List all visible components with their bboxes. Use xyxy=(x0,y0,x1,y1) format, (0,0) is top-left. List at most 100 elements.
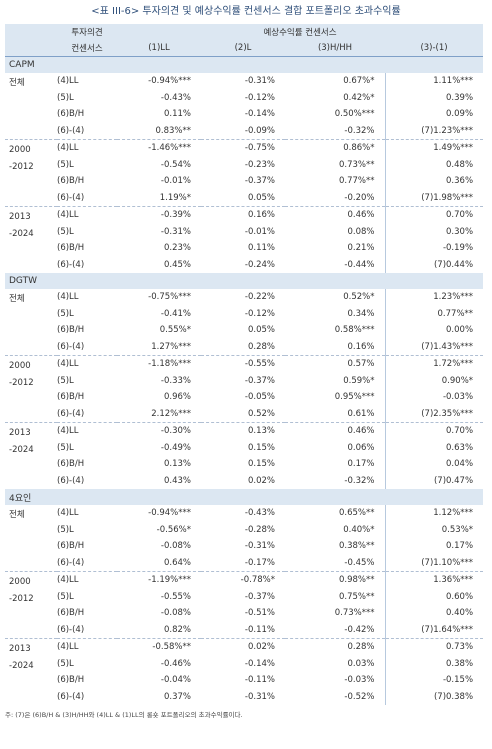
excess-return-cell: -0.01% xyxy=(244,226,275,237)
excess-return-cell: -0.09% xyxy=(244,125,275,136)
table-row: (5)L -0.49% 0.15% 0.06% 0.63% xyxy=(5,439,484,456)
excess-return-cell: -0.31% xyxy=(160,226,191,237)
excess-return-cell: -0.03% xyxy=(384,389,484,406)
excess-return-cell: -0.51% xyxy=(244,608,275,619)
portfolio-label: (6)-(4) xyxy=(57,408,85,419)
portfolio-label: (4)LL xyxy=(57,638,117,656)
excess-return-cell: -0.11% xyxy=(244,624,275,635)
portfolio-label: (5)L xyxy=(57,524,74,535)
table-row: (6)B/H 0.96% -0.05% 0.95%*** -0.03% xyxy=(5,389,484,406)
excess-return-cell: 0.70% xyxy=(384,206,484,224)
excess-return-cell: 0.28% xyxy=(285,638,385,656)
table-row: (5)L -0.46% -0.14% 0.03% 0.38% xyxy=(5,655,484,672)
period-end: -2024 xyxy=(9,444,34,455)
excess-return-cell: -0.37% xyxy=(244,176,275,187)
period-start: 2013 xyxy=(9,212,31,222)
portfolio-label: (4)LL xyxy=(57,206,117,224)
table-note: 주: (7)은 (6)B/H & (3)H/HH와 (4)LL & (1)LL의… xyxy=(5,711,243,719)
table-row: 2000 -2012 (4)LL -1.19%*** -0.78%* 0.98%** 1.3… xyxy=(5,571,484,639)
excess-return-cell: 0.17% xyxy=(384,538,484,555)
table-row: (6)-(4) 0.45% -0.24% -0.44% (7)0.44% xyxy=(5,256,484,273)
excess-return-cell: -1.46%*** xyxy=(117,139,201,157)
col-header: (3)-(1) xyxy=(385,40,484,57)
portfolio-label: (5)L xyxy=(57,442,74,453)
excess-return-cell: -0.28% xyxy=(244,524,275,535)
excess-return-cell: (7)2.35%*** xyxy=(384,405,484,423)
portfolio-label: (5)L xyxy=(57,591,74,602)
excess-return-cell: (7)0.44% xyxy=(384,256,484,273)
excess-return-cell: -0.31% xyxy=(244,76,275,87)
excess-return-cell: -0.15% xyxy=(384,672,484,689)
excess-return-cell: 0.64% xyxy=(163,557,191,568)
excess-return-cell: -0.03% xyxy=(344,675,375,686)
col-header: (2)L xyxy=(201,40,285,57)
table-row: (6)-(4) 0.37% -0.31% -0.52% (7)0.38% xyxy=(5,688,484,705)
excess-return-cell: -0.54% xyxy=(160,159,191,170)
portfolio-label: (6)-(4) xyxy=(57,475,85,486)
portfolio-label: (6)B/H xyxy=(57,243,85,254)
table-row: (6)-(4) 0.64% -0.17% -0.45% (7)1.10%*** xyxy=(5,554,484,572)
excess-return-cell: 0.58%*** xyxy=(334,325,375,336)
period-start: 2000 xyxy=(9,145,31,155)
period-end: -2024 xyxy=(9,660,34,671)
excess-return-cell: 0.09% xyxy=(384,106,484,123)
table-title: <표 III-6> 투자의견 및 예상수익률 컨센서스 결합 포트폴리오 초과수… xyxy=(91,6,401,17)
table-row: (6)B/H -0.04% -0.11% -0.03% -0.15% xyxy=(5,672,484,689)
excess-return-cell: 0.82% xyxy=(163,624,191,635)
table-row: (6)-(4) 1.19%* 0.05% -0.20% (7)1.98%*** xyxy=(5,189,484,207)
excess-return-cell: 1.23%*** xyxy=(384,289,484,306)
portfolio-label: (4)LL xyxy=(57,571,117,589)
portfolio-label: (6)-(4) xyxy=(57,557,85,568)
excess-return-cell: 0.73%** xyxy=(338,159,375,170)
excess-return-cell: 0.02% xyxy=(201,638,285,656)
excess-return-cell: 1.72%*** xyxy=(384,355,484,373)
excess-return-cell: -0.55% xyxy=(201,355,285,373)
excess-return-cell: 0.73%*** xyxy=(334,608,375,619)
table-row: (5)L -0.33% -0.37% 0.59%* 0.90%* xyxy=(5,372,484,389)
period-start: 전체 xyxy=(9,294,25,304)
excess-return-cell: 1.12%*** xyxy=(384,505,484,522)
excess-return-cell: -0.12% xyxy=(244,92,275,103)
portfolio-label: (6)B/H xyxy=(57,176,85,187)
table-row: 2013 -2024 (4)LL -0.58%** 0.02% 0.28% 0.73% xyxy=(5,638,484,705)
excess-return-cell: -0.14% xyxy=(244,658,275,669)
excess-return-cell: 0.08% xyxy=(347,226,375,237)
period-label: 전체 xyxy=(5,289,57,356)
table-row: 2000 -2012 (4)LL -1.46%*** -0.75% 0.86%* 1.49%… xyxy=(5,139,484,207)
excess-return-cell: (7)1.43%*** xyxy=(384,338,484,356)
excess-return-cell: -0.20% xyxy=(344,192,375,203)
excess-return-cell: 0.11% xyxy=(247,243,275,254)
excess-return-cell: -0.55% xyxy=(160,591,191,602)
excess-return-cell: 0.16% xyxy=(201,206,285,224)
table-row: 2013 -2024 (4)LL -0.39% 0.16% 0.46% 0.70% xyxy=(5,206,484,273)
excess-return-cell: 0.40% xyxy=(384,605,484,622)
portfolio-label: (6)B/H xyxy=(57,608,85,619)
excess-return-cell: 0.05% xyxy=(247,325,275,336)
excess-return-cell: -0.08% xyxy=(160,541,191,552)
excess-return-cell: -0.31% xyxy=(244,541,275,552)
portfolio-label: (6)-(4) xyxy=(57,259,85,270)
portfolio-label: (5)L xyxy=(57,159,74,170)
table-row: 전체 (4)LL -0.94%*** -0.43% 0.65%** 1.12%*** xyxy=(5,505,484,522)
excess-return-cell: 0.96% xyxy=(163,392,191,403)
excess-return-cell: -0.08% xyxy=(160,608,191,619)
table-row: (5)L -0.41% -0.12% 0.34% 0.77%** xyxy=(5,305,484,322)
forecast-consensus-header: 예상수익률 컨센서스 xyxy=(117,24,484,40)
table-row: (6)-(4) 2.12%*** 0.52% 0.61% (7)2.35%*** xyxy=(5,405,484,423)
excess-return-cell: 2.12%*** xyxy=(151,408,191,419)
excess-return-cell: 0.30% xyxy=(384,223,484,240)
excess-return-cell: (7)0.47% xyxy=(384,472,484,489)
period-start: 전체 xyxy=(9,510,25,520)
table-row: (6)B/H -0.01% -0.37% 0.77%** 0.36% xyxy=(5,173,484,190)
portfolio-label: (6)-(4) xyxy=(57,624,85,635)
period-end: -2012 xyxy=(9,377,34,388)
period-label: 2013 -2024 xyxy=(5,422,57,489)
excess-return-cell: -0.30% xyxy=(117,422,201,440)
excess-return-cell: 0.61% xyxy=(347,408,375,419)
excess-return-cell: -0.46% xyxy=(160,658,191,669)
excess-return-cell: 0.17% xyxy=(347,459,375,470)
portfolio-label: (5)L xyxy=(57,92,74,103)
excess-return-cell: (7)0.38% xyxy=(384,688,484,705)
excess-return-cell: 1.27%*** xyxy=(151,341,191,352)
excess-return-cell: (7)1.98%*** xyxy=(384,189,484,207)
